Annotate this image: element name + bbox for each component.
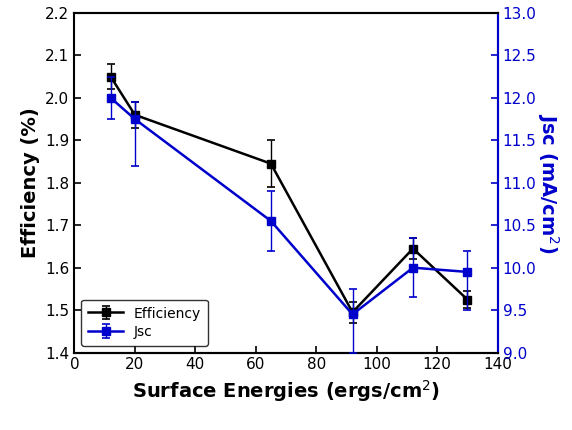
Y-axis label: Jsc (mA/cm$^2$): Jsc (mA/cm$^2$) xyxy=(535,113,561,253)
Legend: Efficiency, Jsc: Efficiency, Jsc xyxy=(81,300,208,346)
Y-axis label: Efficiency (%): Efficiency (%) xyxy=(21,108,39,258)
X-axis label: Surface Energies (ergs/cm$^2$): Surface Energies (ergs/cm$^2$) xyxy=(132,378,440,404)
